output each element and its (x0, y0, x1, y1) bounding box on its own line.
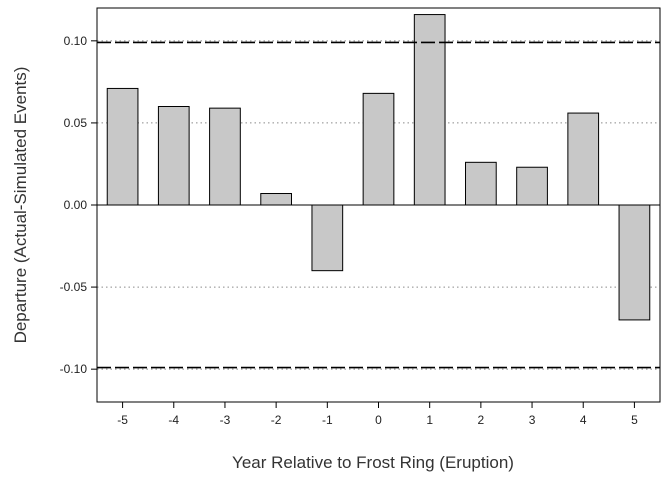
bars-layer (106, 14, 651, 321)
x-tick-label: 4 (580, 413, 587, 427)
bar--3 (209, 107, 241, 206)
bar-5 (618, 204, 651, 321)
x-tick-label: -1 (322, 413, 333, 427)
x-tick-label: -2 (271, 413, 282, 427)
grid-layer (97, 40, 660, 370)
y-tick-label: 0.05 (64, 116, 88, 130)
x-axis-title: Year Relative to Frost Ring (Eruption) (232, 453, 514, 472)
ticks-layer: 0.10 0.05 0.00 -0.05 -0.10 -5 -4 -3 -2 -1 0 1 2 3 4 5 (60, 34, 638, 427)
x-tick-label: -3 (220, 413, 231, 427)
bar--4 (157, 106, 190, 206)
y-axis-title: Departure (Actual-Simulated Events) (11, 67, 30, 344)
bar--2 (260, 193, 292, 206)
y-tick-label: 0.10 (64, 34, 88, 48)
reference-lines-layer (97, 41, 660, 369)
x-tick-label: 0 (375, 413, 382, 427)
x-tick-label: -5 (117, 413, 128, 427)
bar--1 (311, 204, 344, 272)
x-tick-label: 3 (529, 413, 536, 427)
bar--5 (106, 87, 139, 206)
bar-4 (567, 112, 600, 206)
x-tick-label: 1 (426, 413, 433, 427)
bar-2 (465, 161, 497, 206)
y-tick-label: 0.00 (64, 198, 88, 212)
x-tick-label: 5 (631, 413, 638, 427)
bar-0 (362, 92, 395, 206)
x-tick-label: 2 (478, 413, 485, 427)
x-tick-label: -4 (168, 413, 179, 427)
y-tick-label: -0.05 (60, 280, 88, 294)
y-tick-label: -0.10 (60, 362, 88, 376)
bar-3 (516, 166, 548, 206)
